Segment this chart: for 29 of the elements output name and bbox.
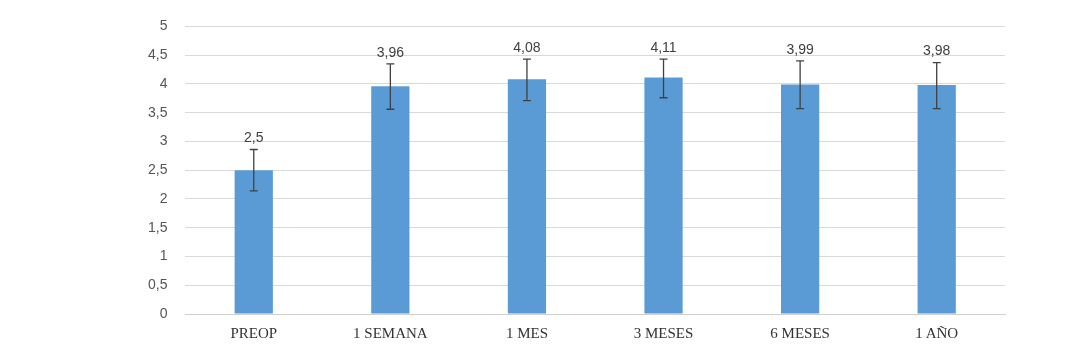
x-tick-label: 3 MESES xyxy=(633,324,694,341)
y-tick-label: 2 xyxy=(159,189,168,206)
y-tick-label: 4 xyxy=(159,74,168,91)
y-tick-label: 1 xyxy=(159,247,168,264)
y-tick-label: 0 xyxy=(159,304,168,321)
x-tick-label: 1 MES xyxy=(505,324,548,341)
bar xyxy=(234,170,273,314)
y-tick-label: 2,5 xyxy=(147,161,168,178)
x-tick-label: 1 SEMANA xyxy=(353,324,428,341)
data-label: 2,5 xyxy=(244,129,264,146)
bar xyxy=(917,85,956,314)
y-tick-label: 0,5 xyxy=(147,276,168,293)
data-label: 4,11 xyxy=(650,39,677,56)
x-tick-label: PREOP xyxy=(230,324,278,341)
y-tick-label: 3 xyxy=(159,132,168,149)
data-label: 4,08 xyxy=(513,39,541,56)
y-tick-label: 5 xyxy=(159,17,168,34)
data-label: 3,98 xyxy=(923,42,951,59)
y-tick-label: 4,5 xyxy=(147,46,168,63)
x-tick-label: 6 MESES xyxy=(770,324,830,341)
bar xyxy=(371,86,410,314)
data-label: 3,99 xyxy=(786,40,814,57)
bar xyxy=(780,84,820,314)
bar xyxy=(644,77,683,314)
bar xyxy=(507,79,547,314)
data-label: 3,96 xyxy=(376,43,405,60)
y-tick-label: 3,5 xyxy=(147,103,168,120)
x-tick-label: 1 AÑO xyxy=(915,324,959,341)
y-tick-label: 1,5 xyxy=(147,218,168,235)
